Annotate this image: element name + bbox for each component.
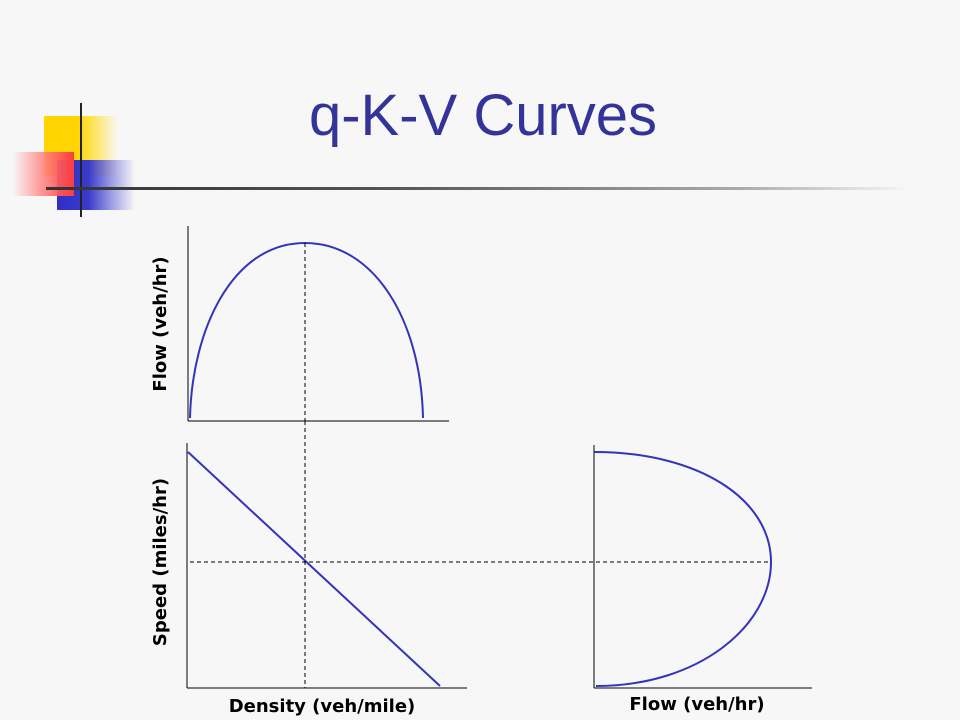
speed-density-line <box>187 451 441 687</box>
decorative-vertical-line <box>80 103 82 217</box>
density-axis-label: Density (veh/mile) <box>229 696 416 717</box>
slide-title: q-K-V Curves <box>308 83 658 148</box>
speed-flow-curve <box>593 451 773 687</box>
speed-density-graph: Speed (miles/hr) Density (veh/mile) <box>150 421 771 717</box>
flow-axis-label-top: Flow (veh/hr) <box>150 256 171 391</box>
flow-density-curve <box>189 241 424 419</box>
flow-axis-label-bottom: Flow (veh/hr) <box>629 694 764 715</box>
title-underline <box>46 187 910 190</box>
flow-density-graph: Flow (veh/hr) <box>150 226 449 422</box>
speed-flow-graph: Flow (veh/hr) <box>593 445 812 715</box>
speed-axis-label: Speed (miles/hr) <box>150 478 171 646</box>
